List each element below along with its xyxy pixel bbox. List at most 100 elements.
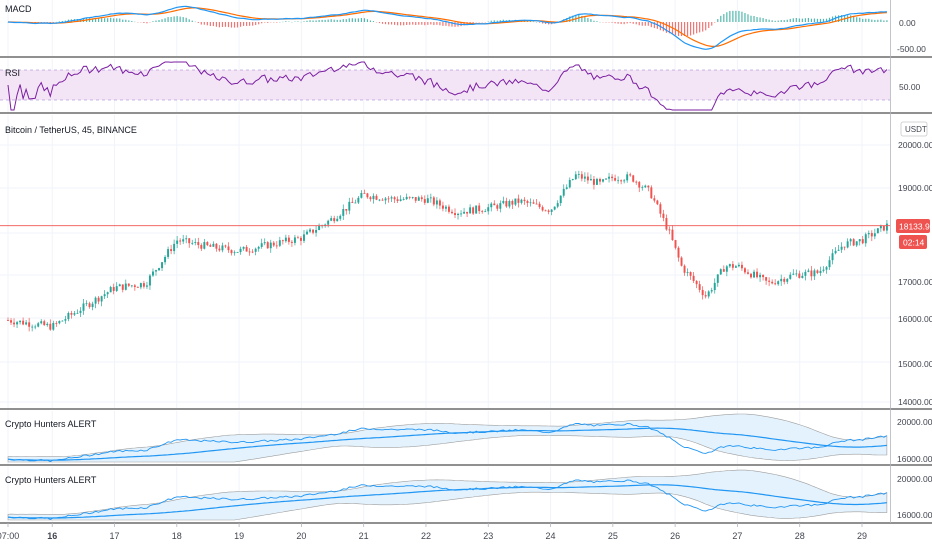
macd-hist-bar — [648, 22, 649, 26]
macd-hist-bar — [439, 22, 440, 25]
macd-hist-bar — [189, 19, 190, 22]
candle-body — [792, 274, 794, 275]
candle-body — [436, 200, 438, 204]
candle-body — [466, 212, 468, 214]
macd-hist-bar — [180, 17, 181, 22]
macd-hist-bar — [784, 20, 785, 22]
macd-hist-bar — [110, 18, 111, 22]
macd-title: MACD — [5, 4, 32, 14]
candle-body — [439, 200, 441, 205]
candle-body — [403, 199, 405, 200]
candle-body — [28, 322, 30, 326]
macd-hist-bar — [787, 20, 788, 22]
candle-body — [61, 321, 63, 322]
macd-hist-bar — [164, 18, 165, 22]
candle-body — [137, 287, 139, 288]
macd-hist-bar — [877, 20, 878, 22]
time-label: 23 — [483, 531, 493, 541]
candle-body — [170, 249, 172, 251]
macd-hist-bar — [315, 20, 316, 22]
macd-hist-bar — [400, 22, 401, 25]
candle-body — [750, 274, 752, 277]
candle-body — [668, 229, 670, 230]
candle-body — [493, 204, 495, 206]
candle-body — [146, 285, 148, 286]
candle-body — [472, 207, 474, 213]
macd-hist-bar — [445, 22, 446, 26]
alert2-tick-20000: 20000.00 — [897, 474, 932, 484]
candle-body — [191, 243, 193, 244]
macd-hist-bar — [207, 22, 208, 25]
candle-body — [832, 253, 834, 260]
candle-body — [309, 230, 311, 232]
candle-body — [626, 174, 628, 180]
candle-body — [617, 180, 619, 181]
alert1-pane[interactable]: Crypto Hunters ALERT 20000.00 16000.00 — [5, 414, 932, 464]
candle-body — [336, 219, 338, 221]
candle-body — [64, 319, 66, 321]
candle-body — [34, 327, 36, 328]
candle-body — [89, 303, 91, 307]
candle-body — [693, 276, 695, 281]
candle-body — [819, 271, 821, 273]
candle-body — [844, 247, 846, 248]
candle-body — [221, 245, 223, 250]
candle-body — [551, 210, 553, 212]
candle-body — [228, 246, 230, 250]
macd-hist-bar — [318, 20, 319, 22]
macd-hist-bar — [364, 18, 365, 22]
candle-body — [572, 179, 574, 180]
macd-hist-bar — [167, 17, 168, 22]
macd-hist-bar — [708, 22, 709, 28]
rsi-pane[interactable]: RSI 50.00 — [0, 62, 921, 110]
macd-hist-bar — [213, 22, 214, 26]
macd-hist-bar — [370, 20, 371, 22]
candle-body — [430, 197, 432, 198]
candle-body — [542, 207, 544, 210]
main-pane[interactable]: Bitcoin / TetherUS, 45, BINANCE USDT 200… — [0, 122, 932, 407]
candle-body — [823, 270, 825, 271]
macd-hist-bar — [862, 19, 863, 22]
macd-hist-bar — [183, 17, 184, 22]
macd-hist-bar — [494, 20, 495, 22]
candle-body — [188, 238, 190, 243]
candle-body — [397, 199, 399, 201]
alert2-title: Crypto Hunters ALERT — [5, 475, 97, 485]
candle-body — [270, 243, 272, 249]
alert2-pane[interactable]: Crypto Hunters ALERT 20000.00 16000.00 — [5, 470, 932, 520]
candle-body — [354, 203, 356, 204]
candle-body — [659, 204, 661, 213]
candle-body — [215, 244, 217, 249]
macd-hist-bar — [340, 20, 341, 22]
macd-hist-bar — [611, 22, 612, 23]
macd-hist-bar — [261, 22, 262, 23]
macd-hist-bar — [738, 11, 739, 22]
macd-hist-bar — [859, 18, 860, 22]
candle-body — [415, 197, 417, 201]
macd-pane[interactable]: MACD 0.00 -500.00 — [5, 4, 926, 54]
macd-hist-bar — [385, 22, 386, 24]
candle-body — [789, 275, 791, 279]
candle-body — [813, 270, 815, 276]
macd-hist-bar — [158, 20, 159, 22]
candle-body — [886, 224, 888, 231]
candle-body — [40, 321, 42, 323]
macd-hist-bar — [397, 22, 398, 25]
rsi-title: RSI — [5, 68, 20, 78]
candle-body — [536, 204, 538, 205]
macd-hist-bar — [331, 19, 332, 22]
candle-body — [554, 207, 556, 210]
candle-body — [297, 237, 299, 238]
macd-hist-bar — [811, 19, 812, 22]
candle-body — [128, 284, 130, 286]
candle-body — [563, 189, 565, 196]
macd-hist-bar — [98, 18, 99, 22]
macd-hist-bar — [705, 22, 706, 30]
candle-body — [747, 272, 749, 274]
candle-body — [548, 211, 550, 212]
macd-hist-bar — [856, 17, 857, 22]
macd-hist-bar — [276, 22, 277, 23]
macd-hist-bar — [234, 22, 235, 28]
